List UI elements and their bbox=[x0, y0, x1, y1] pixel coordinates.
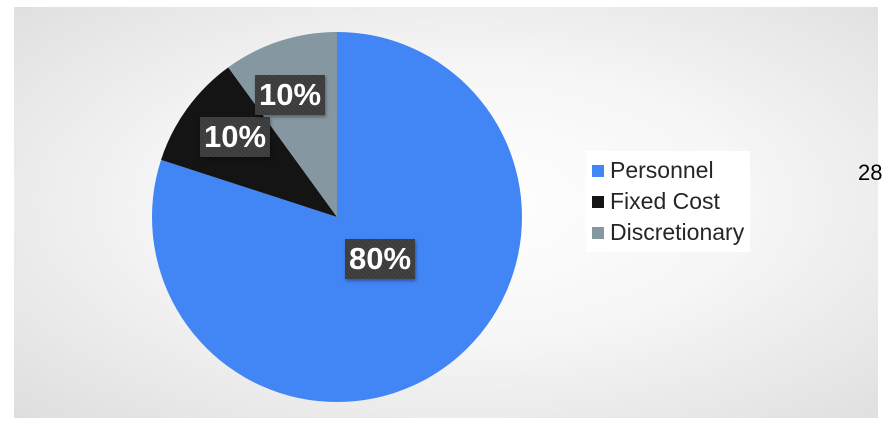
data-label-discretionary: 10% bbox=[255, 75, 326, 115]
legend-item-fixed-cost: Fixed Cost bbox=[592, 186, 744, 217]
legend: Personnel Fixed Cost Discretionary bbox=[586, 151, 751, 252]
page-number: 28 bbox=[858, 160, 883, 185]
legend-swatch-personnel bbox=[592, 164, 604, 177]
legend-label-discretionary: Discretionary bbox=[610, 219, 745, 245]
legend-label-fixed-cost: Fixed Cost bbox=[610, 188, 720, 214]
legend-label-personnel: Personnel bbox=[610, 157, 714, 183]
legend-item-personnel: Personnel bbox=[592, 155, 744, 186]
data-label-fixed-cost: 10% bbox=[200, 117, 271, 157]
legend-item-discretionary: Discretionary bbox=[592, 217, 744, 248]
data-label-personnel: 80% bbox=[345, 239, 416, 279]
legend-swatch-fixed-cost bbox=[592, 195, 604, 208]
pie-slice-personnel bbox=[151, 32, 522, 402]
legend-swatch-discretionary bbox=[592, 226, 604, 239]
chart-area: 80% 10% 10% Personnel Fixed Cost Discret… bbox=[14, 7, 878, 418]
